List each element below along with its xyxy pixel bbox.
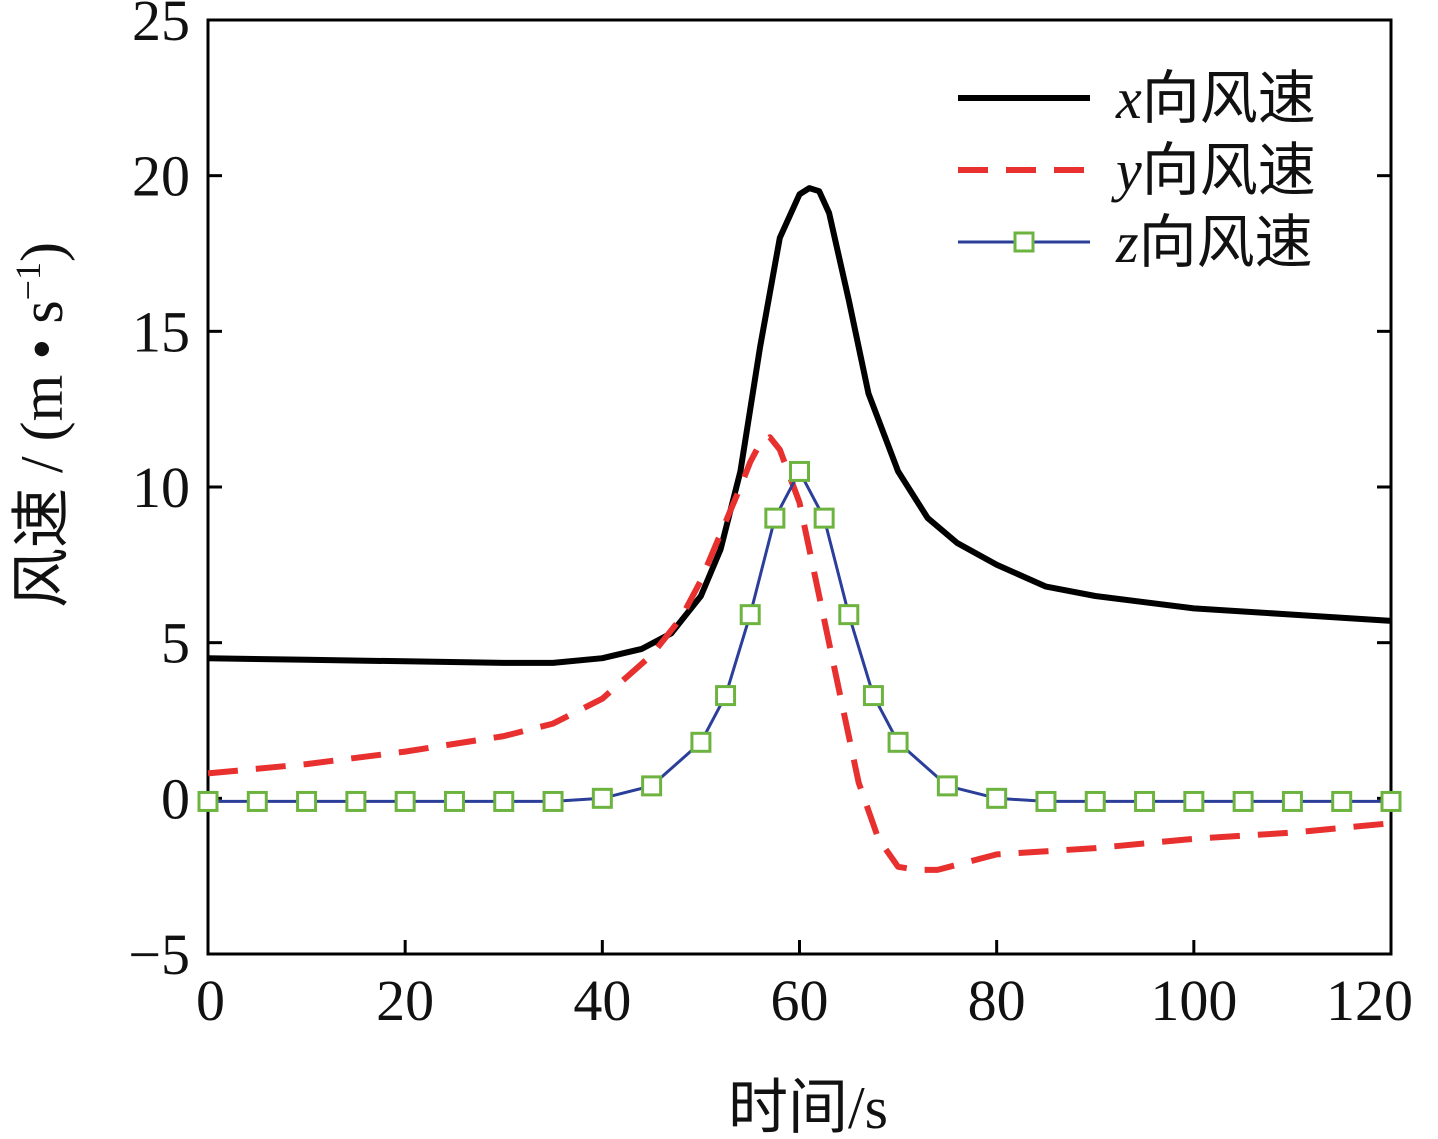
- series-point-z: [1331, 790, 1353, 812]
- y-tick-label: 0: [161, 766, 190, 831]
- series-point-z: [936, 775, 958, 797]
- series-point-z: [789, 460, 810, 482]
- y-tick-label: 5: [161, 611, 190, 676]
- series-point-z: [1232, 790, 1254, 812]
- series-point-z: [493, 790, 515, 812]
- series-line-z: [208, 469, 1391, 803]
- series-point-z: [838, 604, 860, 626]
- y-tick-label: −5: [128, 922, 190, 987]
- x-tick-label: 120: [1326, 968, 1413, 1033]
- series-point-z: [1183, 790, 1205, 812]
- y-axis-title: 风速 / (m • s−1): [8, 242, 75, 608]
- series-point-z: [591, 787, 613, 809]
- series-point-z: [690, 731, 712, 753]
- legend-label-suffix: 向风速: [1139, 210, 1313, 275]
- series-point-z: [246, 790, 268, 812]
- series-point-z: [986, 787, 1008, 809]
- series-point-z: [813, 507, 835, 529]
- y-axis-ticks: −5 0 5 10 15 20 25: [128, 0, 1391, 987]
- x-axis-title: 时间/s: [728, 1075, 888, 1139]
- legend-label-suffix: 向风速: [1142, 138, 1316, 203]
- y-tick-label: 10: [132, 455, 190, 520]
- x-tick-label: 80: [968, 968, 1026, 1033]
- legend-label-y: y向风速: [1111, 138, 1316, 203]
- series-point-z: [1380, 790, 1402, 812]
- series-point-z: [1134, 790, 1156, 812]
- series-line-x: [207, 185, 1392, 666]
- y-axis-title-close: ): [9, 242, 75, 262]
- x-tick-label: 0: [196, 968, 225, 1033]
- y-axis-title-main: 风速 / (m • s: [9, 300, 75, 608]
- series-point-z: [197, 790, 219, 812]
- y-tick-label: 25: [132, 0, 190, 53]
- legend-marker-z: [1013, 231, 1035, 253]
- series-point-z: [542, 790, 564, 812]
- y-tick-label: 15: [132, 299, 190, 364]
- legend-label-var: x: [1115, 66, 1142, 131]
- series-point-z: [1084, 790, 1106, 812]
- series-line-y: [207, 434, 1392, 873]
- series-point-z: [862, 685, 884, 707]
- y-tick-label: 20: [132, 144, 190, 209]
- series-point-z: [739, 604, 761, 626]
- series-point-z: [345, 790, 367, 812]
- series-point-z: [296, 790, 318, 812]
- x-tick-label: 60: [771, 968, 829, 1033]
- series-layer: [197, 185, 1402, 873]
- x-axis-ticks: 0 20 40 60 80 100 120: [196, 940, 1413, 1033]
- series-point-z: [1035, 790, 1057, 812]
- legend-label-z: z向风速: [1115, 210, 1313, 275]
- x-tick-label: 40: [573, 968, 631, 1033]
- legend-label-x: x向风速: [1115, 66, 1316, 131]
- x-tick-label: 20: [376, 968, 434, 1033]
- x-tick-label: 100: [1150, 968, 1237, 1033]
- y-axis-title-superscript: −1: [8, 262, 48, 300]
- series-point-z: [887, 731, 909, 753]
- series-point-z: [443, 790, 465, 812]
- series-point-z: [715, 685, 737, 707]
- series-point-z: [764, 507, 786, 529]
- series-point-z: [641, 775, 663, 797]
- legend-label-suffix: 向风速: [1142, 66, 1316, 131]
- legend-label-var: y: [1111, 138, 1142, 203]
- series-point-z: [394, 790, 416, 812]
- legend-label-var: z: [1115, 210, 1139, 275]
- series-point-z: [1281, 790, 1303, 812]
